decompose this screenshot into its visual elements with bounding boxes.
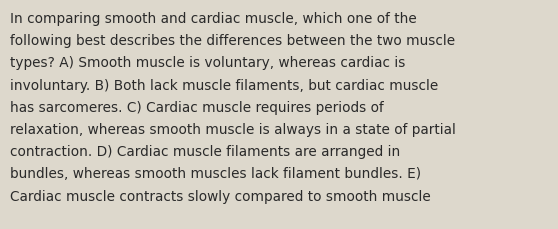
Text: Cardiac muscle contracts slowly compared to smooth muscle: Cardiac muscle contracts slowly compared… (10, 189, 431, 203)
Text: bundles, whereas smooth muscles lack filament bundles. E): bundles, whereas smooth muscles lack fil… (10, 167, 421, 181)
Text: types? A) Smooth muscle is voluntary, whereas cardiac is: types? A) Smooth muscle is voluntary, wh… (10, 56, 405, 70)
Text: has sarcomeres. C) Cardiac muscle requires periods of: has sarcomeres. C) Cardiac muscle requir… (10, 100, 384, 114)
Text: following best describes the differences between the two muscle: following best describes the differences… (10, 34, 455, 48)
Text: involuntary. B) Both lack muscle filaments, but cardiac muscle: involuntary. B) Both lack muscle filamen… (10, 78, 438, 92)
Text: relaxation, whereas smooth muscle is always in a state of partial: relaxation, whereas smooth muscle is alw… (10, 123, 456, 136)
Text: contraction. D) Cardiac muscle filaments are arranged in: contraction. D) Cardiac muscle filaments… (10, 144, 400, 158)
Text: In comparing smooth and cardiac muscle, which one of the: In comparing smooth and cardiac muscle, … (10, 12, 417, 26)
